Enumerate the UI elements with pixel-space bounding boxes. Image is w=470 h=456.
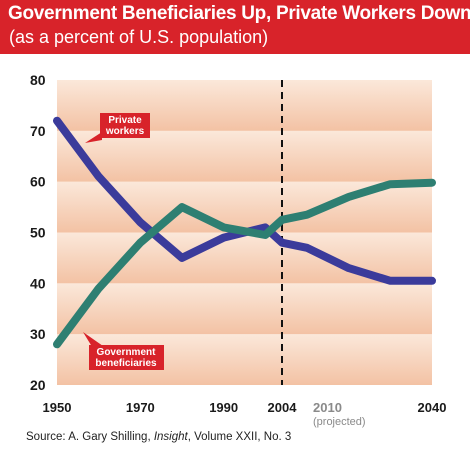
government-beneficiaries-line: [53, 178, 436, 349]
y-tick-label: 50: [30, 225, 46, 241]
source-suffix: , Volume XXII, No. 3: [187, 431, 292, 443]
series-lines: [53, 116, 436, 349]
y-tick-label: 20: [30, 377, 46, 393]
x-tick-label: 2004: [268, 400, 298, 415]
source-note: Source: A. Gary Shilling, Insight, Volum…: [26, 431, 291, 443]
x-tick-label: 1950: [43, 400, 72, 415]
y-axis-ticks: 20 30 40 50 60 70 80: [30, 72, 46, 393]
source-publication: Insight: [153, 431, 188, 443]
callout-pointer: [83, 332, 103, 350]
chart-subtitle: (as a percent of U.S. population): [9, 27, 269, 47]
title-banner: Government Beneficiaries Up, Private Wor…: [0, 0, 470, 54]
x-axis-ticks: 1950 1970 1990 2004 2010(projected) 2040: [43, 400, 447, 428]
y-tick-label: 60: [30, 174, 46, 190]
source-prefix: Source: A. Gary Shilling,: [26, 431, 154, 443]
x-tick-label: 1990: [209, 400, 238, 415]
callout-label: workers: [105, 126, 145, 137]
callout-box: [100, 113, 150, 138]
callout-label: Private: [108, 115, 142, 126]
y-tick-label: 30: [30, 326, 46, 342]
callout-label: Government: [97, 347, 157, 358]
background-band: [57, 130, 432, 182]
callout-box: [89, 345, 164, 370]
x-tick-label: 2010: [313, 400, 342, 415]
chart-title: Government Beneficiaries Up, Private Wor…: [8, 3, 470, 24]
callout-pointer: [85, 132, 102, 143]
private-workers-line: [53, 116, 436, 285]
x-tick-sublabel: (projected): [313, 416, 366, 428]
x-tick-label: 2040: [418, 400, 447, 415]
y-tick-label: 80: [30, 72, 46, 88]
x-tick-label: 1970: [126, 400, 155, 415]
callout-label: beneficiaries: [95, 358, 157, 369]
background-band: [57, 283, 432, 335]
y-tick-label: 40: [30, 275, 46, 291]
y-tick-label: 70: [30, 123, 46, 139]
